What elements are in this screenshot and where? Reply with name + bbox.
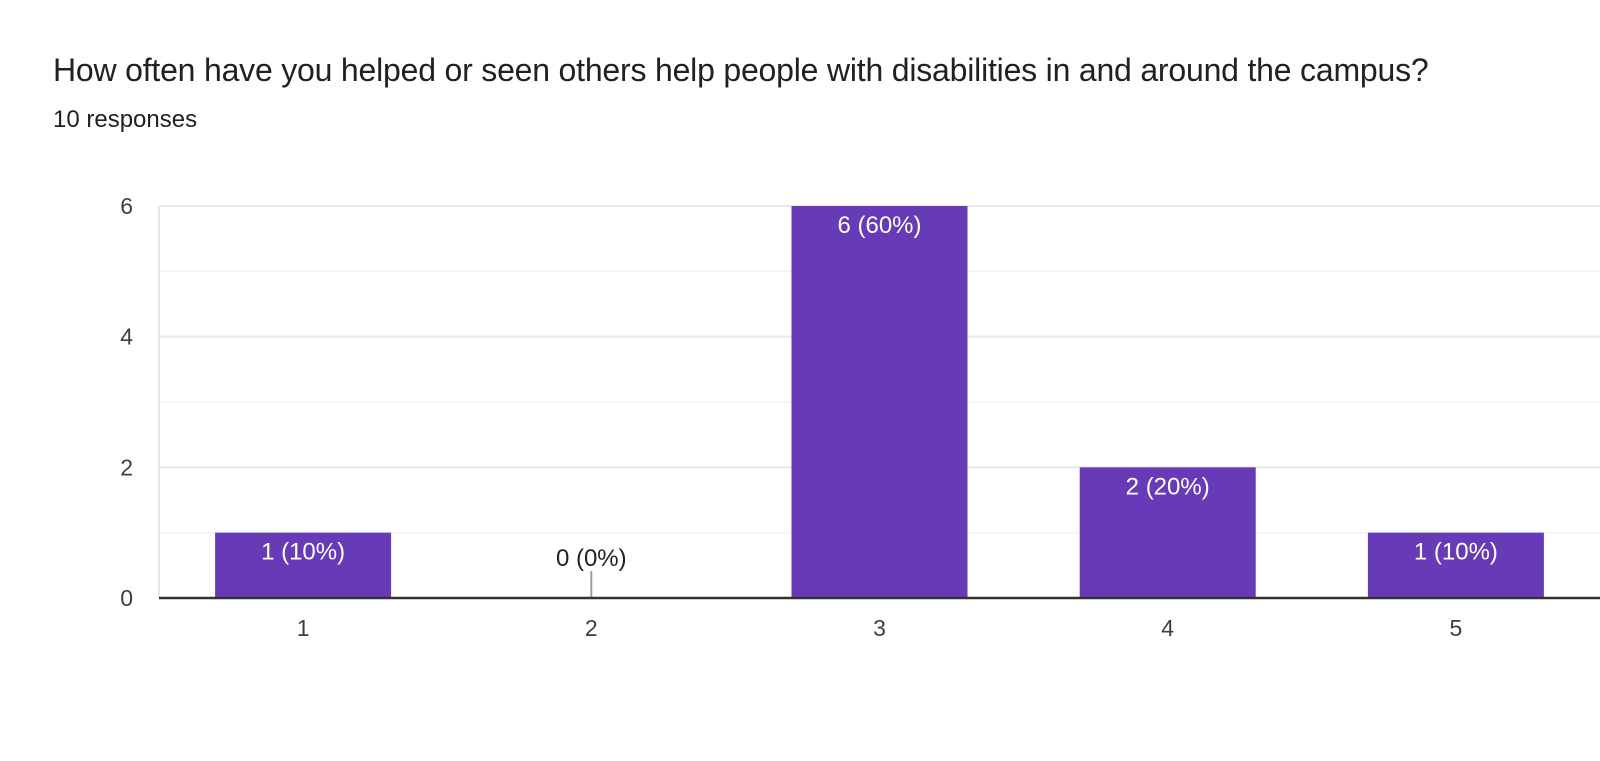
bar bbox=[215, 532, 392, 598]
bar bbox=[1367, 532, 1544, 598]
data-label: 1 (10%) bbox=[1414, 539, 1498, 566]
data-label: 0 (0%) bbox=[556, 545, 627, 572]
y-tick-label: 4 bbox=[120, 324, 133, 350]
x-tick-label: 3 bbox=[873, 615, 886, 641]
x-tick-label: 5 bbox=[1450, 615, 1463, 641]
question-title: How often have you helped or seen others… bbox=[53, 52, 1429, 88]
data-label: 1 (10%) bbox=[261, 539, 345, 566]
x-tick-label: 2 bbox=[585, 615, 598, 641]
data-label: 2 (20%) bbox=[1126, 473, 1210, 500]
x-tick-label: 1 bbox=[297, 615, 310, 641]
response-count: 10 responses bbox=[53, 106, 198, 133]
x-tick-label: 4 bbox=[1161, 615, 1174, 641]
y-tick-label: 6 bbox=[120, 193, 133, 219]
bar bbox=[791, 206, 968, 598]
y-tick-label: 0 bbox=[120, 585, 133, 611]
y-tick-label: 2 bbox=[120, 454, 133, 480]
data-label: 6 (60%) bbox=[837, 212, 921, 239]
bar bbox=[1079, 467, 1256, 598]
